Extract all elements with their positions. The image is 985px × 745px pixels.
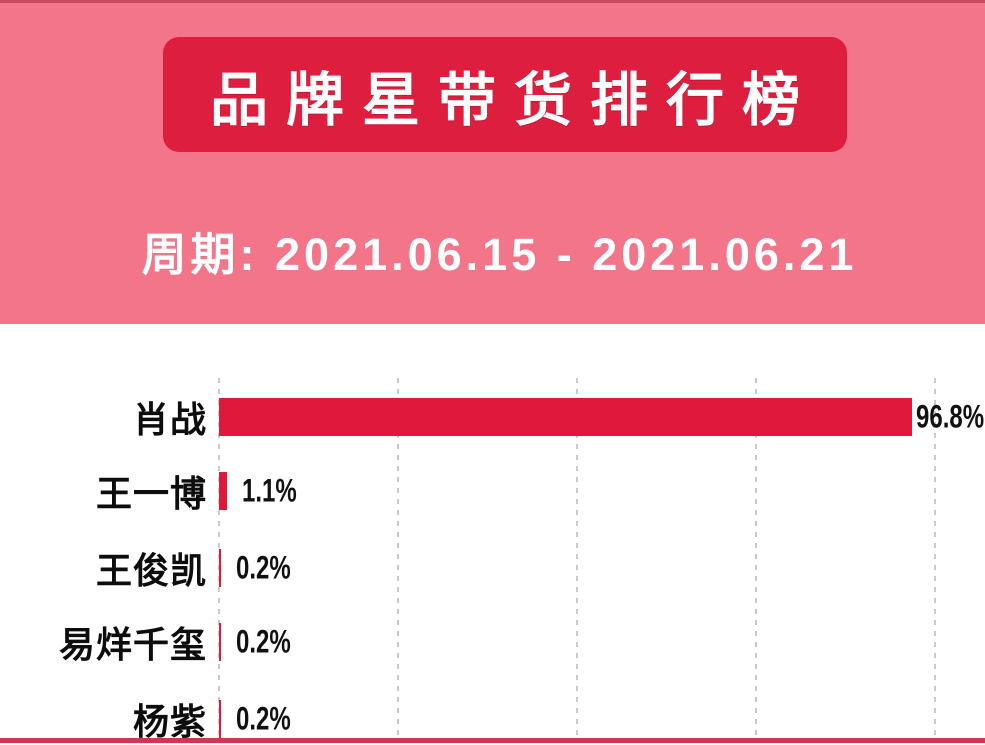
gridline [755, 378, 757, 743]
bottom-edge-strip [0, 738, 985, 743]
title-badge: 品牌星带货排行榜 [163, 37, 847, 152]
top-edge-strip [0, 0, 985, 3]
bar [219, 549, 221, 587]
gridline [576, 378, 578, 743]
header-banner: 品牌星带货排行榜 周期: 2021.06.15 - 2021.06.21 [0, 0, 985, 324]
bar-row: 杨紫 0.2% [0, 700, 985, 742]
category-label: 肖战 [132, 399, 207, 440]
bar-row: 肖战 96.8% [0, 398, 985, 440]
bar [219, 623, 221, 661]
category-label: 王俊凯 [95, 550, 207, 591]
value-label: 0.2% [236, 700, 291, 737]
period-label: 周期: 2021.06.15 - 2021.06.21 [141, 229, 858, 280]
bar [219, 700, 221, 738]
bar [219, 398, 913, 436]
bar-row: 易烊千玺 0.2% [0, 623, 985, 665]
bar-row: 王俊凯 0.2% [0, 549, 985, 591]
gridline [934, 378, 936, 743]
category-label: 杨紫 [132, 701, 207, 742]
category-label: 易烊千玺 [58, 624, 207, 665]
value-label: 1.1% [241, 472, 297, 509]
value-label: 96.8% [915, 398, 984, 435]
value-label: 0.2% [236, 549, 291, 586]
bar [219, 472, 227, 510]
gridline [397, 378, 399, 743]
page-title: 品牌星带货排行榜 [209, 67, 818, 133]
value-label: 0.2% [236, 623, 291, 660]
category-label: 王一博 [95, 473, 207, 514]
bar-chart: 肖战 96.8% 王一博 1.1% 王俊凯 0.2% 易烊千玺 0.2% 杨紫 … [0, 324, 985, 743]
bar-row: 王一博 1.1% [0, 472, 985, 514]
